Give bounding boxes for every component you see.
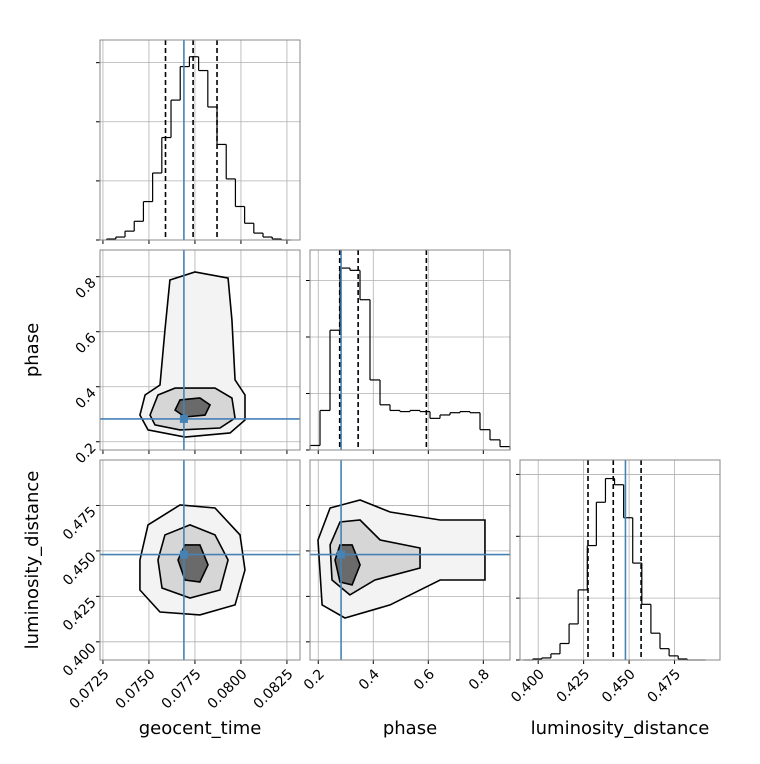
panel-frame [99, 249, 301, 451]
y-tick-label: 0.475 [60, 504, 100, 544]
x-tick-label: 0.0750 [113, 666, 159, 712]
y-tick-label: 0.4 [73, 385, 100, 412]
y-tick-label: 0.2 [73, 440, 100, 467]
panel-frame [309, 249, 511, 451]
panel-frame [99, 459, 301, 661]
y-tick-label: 0.450 [60, 549, 100, 589]
y-tick-label: 0.425 [60, 595, 100, 635]
x-axis-label: phase [383, 718, 437, 739]
x-tick-label: 0.0775 [159, 666, 205, 712]
x-tick-label: 0.450 [599, 666, 639, 706]
x-axis-label: geocent_time [139, 718, 262, 739]
x-tick-label: 0.425 [554, 666, 594, 706]
panel-frame [519, 459, 721, 661]
x-axis-label: luminosity_distance [531, 718, 710, 739]
x-tick-label: 0.475 [645, 666, 685, 706]
x-tick-label: 0.6 [411, 666, 438, 693]
y-axis-label: phase [22, 323, 43, 377]
x-tick-label: 0.8 [466, 666, 493, 693]
panel-frame [99, 39, 301, 241]
panel-frame [309, 459, 511, 661]
truth-marker [179, 550, 188, 559]
contour [174, 397, 212, 418]
truth-marker [179, 414, 188, 423]
x-tick-label: 0.2 [301, 666, 328, 693]
x-tick-label: 0.4 [356, 666, 383, 693]
y-tick-label: 0.8 [73, 275, 100, 302]
x-tick-label: 0.400 [508, 666, 548, 706]
y-axis-label: luminosity_distance [22, 471, 43, 650]
x-tick-label: 0.0800 [205, 666, 251, 712]
y-tick-label: 0.6 [73, 330, 100, 357]
hist-step [106, 56, 283, 240]
hist-step [532, 478, 688, 660]
x-tick-label: 0.0825 [251, 666, 297, 712]
truth-marker [337, 550, 346, 559]
